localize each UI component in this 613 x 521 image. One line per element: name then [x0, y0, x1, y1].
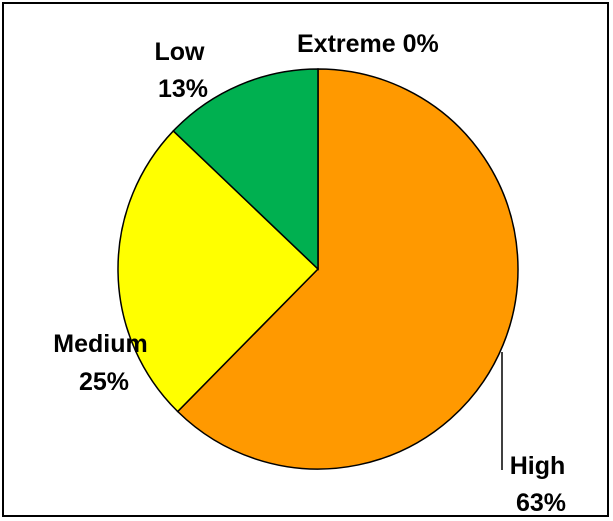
- slice-label-medium-name: Medium: [53, 330, 147, 358]
- pie-slice-high: [176, 68, 519, 470]
- pie-slice-low: [172, 68, 319, 271]
- slice-label-high: High 63%: [510, 452, 573, 517]
- slice-label-low-name: Low: [155, 38, 206, 66]
- slice-label-low: Low 13%: [155, 38, 212, 103]
- pie-slice-medium: [117, 129, 320, 413]
- slice-label-medium-pct: 25%: [79, 368, 129, 396]
- slice-label-high-pct: 63%: [516, 489, 566, 517]
- slice-label-medium: Medium 25%: [53, 330, 154, 396]
- slice-label-high-name: High: [510, 452, 566, 480]
- slice-label-extreme: Extreme 0%: [297, 30, 439, 58]
- slice-label-low-pct: 13%: [158, 75, 208, 103]
- pie-slices: [117, 68, 519, 470]
